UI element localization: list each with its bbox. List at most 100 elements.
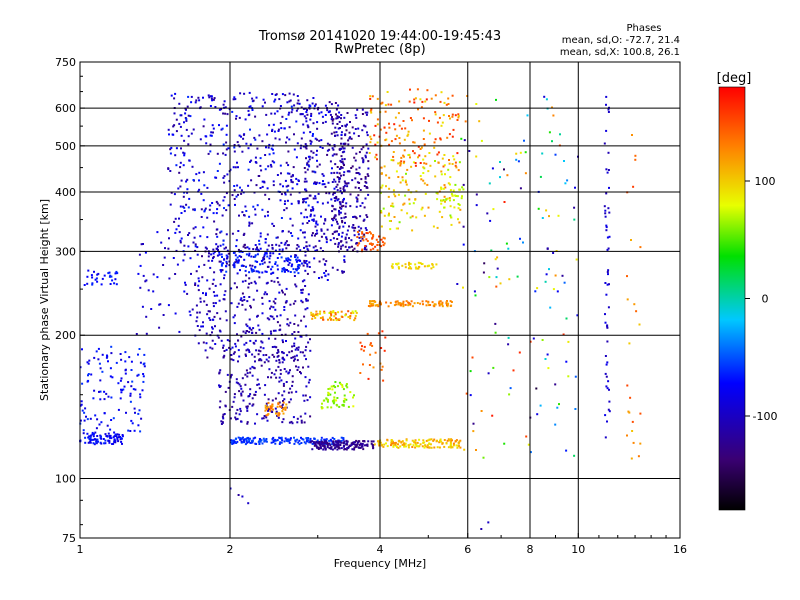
- data-point: [424, 155, 427, 158]
- data-point: [402, 305, 405, 308]
- data-point: [462, 286, 464, 289]
- data-point: [448, 197, 451, 199]
- data-point: [305, 120, 308, 123]
- data-point: [203, 300, 206, 303]
- data-point: [290, 111, 293, 114]
- data-point: [269, 315, 272, 318]
- data-point: [421, 100, 424, 103]
- data-point: [330, 446, 333, 449]
- data-point: [262, 98, 265, 101]
- data-point: [203, 263, 206, 266]
- data-point: [305, 245, 308, 248]
- data-point: [130, 360, 133, 363]
- data-point: [264, 101, 266, 104]
- data-point: [196, 253, 199, 256]
- data-point: [407, 133, 410, 136]
- data-point: [252, 99, 255, 102]
- data-point: [368, 242, 371, 245]
- data-point: [336, 166, 339, 168]
- data-point: [366, 232, 369, 235]
- data-point: [372, 247, 375, 250]
- data-point: [255, 96, 258, 99]
- data-point: [216, 202, 219, 205]
- data-point: [438, 302, 440, 305]
- data-point: [223, 293, 226, 296]
- data-point: [286, 199, 289, 202]
- data-point: [358, 236, 361, 239]
- data-point: [174, 217, 177, 220]
- data-point: [185, 118, 188, 120]
- data-point: [321, 147, 324, 149]
- data-point: [266, 407, 269, 410]
- data-point: [192, 128, 195, 131]
- data-point: [423, 265, 426, 268]
- data-point: [228, 260, 231, 263]
- data-point: [449, 439, 452, 442]
- data-point: [327, 111, 330, 114]
- data-point: [363, 185, 366, 187]
- data-point: [276, 110, 279, 113]
- data-point: [404, 127, 407, 130]
- data-point: [411, 215, 414, 218]
- data-point: [272, 329, 275, 332]
- data-point: [417, 156, 419, 159]
- data-point: [238, 383, 241, 386]
- data-point: [446, 136, 449, 139]
- data-point: [219, 369, 222, 372]
- data-point: [371, 444, 374, 447]
- data-point: [240, 420, 243, 423]
- data-point: [309, 437, 312, 440]
- data-point: [94, 414, 97, 417]
- data-point: [213, 315, 216, 318]
- data-point: [171, 133, 174, 136]
- data-point: [404, 263, 407, 266]
- data-point: [290, 356, 293, 359]
- data-point: [205, 247, 208, 250]
- data-point: [353, 215, 356, 218]
- data-point: [288, 439, 291, 442]
- data-point: [244, 353, 247, 356]
- data-point: [262, 347, 265, 350]
- data-point: [226, 173, 229, 176]
- data-point: [230, 358, 233, 361]
- data-point: [254, 208, 257, 211]
- data-point: [397, 303, 400, 306]
- data-point: [334, 391, 336, 394]
- data-point: [283, 260, 286, 263]
- data-point: [269, 330, 272, 333]
- data-point: [260, 340, 263, 343]
- data-point: [271, 93, 274, 95]
- data-point: [388, 220, 391, 222]
- data-point: [344, 238, 347, 241]
- data-point: [335, 399, 338, 402]
- data-point: [499, 176, 501, 179]
- data-point: [137, 353, 139, 356]
- data-point: [306, 307, 309, 310]
- data-point: [341, 125, 344, 127]
- data-point: [274, 297, 277, 300]
- data-point: [369, 109, 372, 112]
- data-point: [339, 159, 342, 162]
- data-point: [360, 348, 363, 351]
- data-point: [186, 105, 189, 108]
- data-point: [271, 244, 274, 247]
- data-point: [369, 135, 372, 138]
- data-point: [109, 434, 111, 437]
- data-point: [296, 259, 299, 262]
- data-point: [380, 172, 383, 175]
- data-point: [240, 335, 243, 338]
- data-point: [294, 314, 297, 317]
- data-point: [256, 246, 258, 249]
- data-point: [179, 205, 182, 208]
- data-point: [334, 214, 337, 217]
- grid-lines: [80, 62, 680, 538]
- data-point: [206, 186, 209, 189]
- data-point: [300, 436, 302, 439]
- data-point: [276, 174, 279, 176]
- data-point: [607, 151, 610, 154]
- data-point: [414, 441, 417, 444]
- data-point: [357, 233, 360, 236]
- data-point: [259, 440, 262, 443]
- data-point: [301, 301, 304, 304]
- data-point: [220, 253, 223, 256]
